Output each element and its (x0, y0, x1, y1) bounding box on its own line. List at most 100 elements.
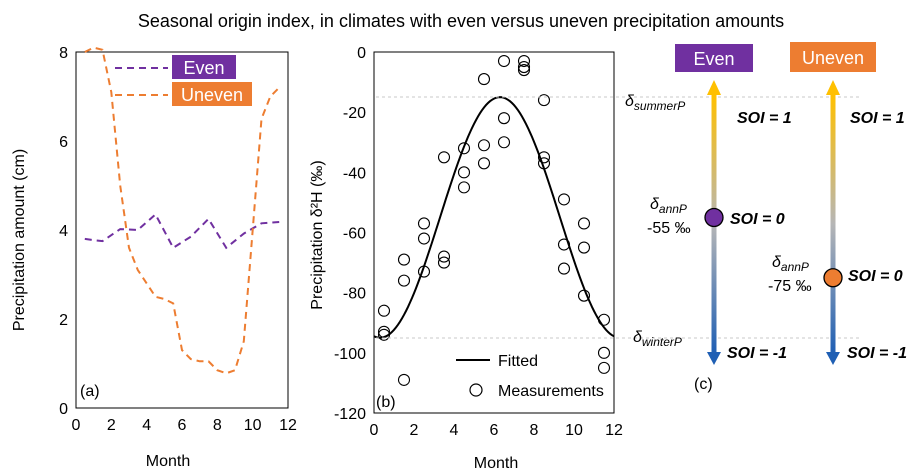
panel-b-ytick-label: -20 (343, 105, 366, 122)
measurement-point (497, 112, 511, 125)
legend-uneven-label: Uneven (181, 85, 243, 105)
panel-b-xtick-label: 10 (565, 422, 583, 439)
legend-even-label: Even (183, 58, 224, 78)
even-arrow-head-top (707, 80, 721, 95)
measurement-point (577, 217, 591, 230)
uneven-soi-top: SOI = 1 (850, 110, 905, 127)
panel-b-xlabel: Month (474, 455, 518, 469)
panel-b-xtick-label: 0 (370, 422, 379, 439)
even-soi-mid: SOI = 0 (730, 211, 785, 228)
panel-b-xtick-label: 8 (530, 422, 539, 439)
measurement-point (417, 217, 431, 230)
panel-a-ytick-label: 0 (59, 401, 68, 418)
uneven-arrow-head-top (826, 80, 840, 95)
uneven-badge-label: Uneven (802, 48, 864, 68)
measurement-point (537, 151, 551, 164)
even-annp-marker (704, 207, 724, 228)
uneven-annp-value: -75 ‰ (768, 278, 812, 295)
measurement-point (457, 142, 471, 155)
even-arrow-head-bottom (707, 352, 721, 365)
panel-a-ytick-label: 8 (59, 45, 68, 62)
legend-measurements-label: Measurements (498, 383, 604, 400)
uneven-soi-bottom: SOI = -1 (847, 345, 907, 362)
measurement-point (537, 157, 551, 170)
legend-uneven-badge (172, 82, 252, 106)
panel-b-xtick-label: 12 (605, 422, 623, 439)
measurement-point (377, 328, 391, 341)
uneven-soi-mid: SOI = 0 (848, 268, 903, 285)
panel-a-label: (a) (80, 383, 100, 400)
measurement-point (377, 325, 391, 338)
measurement-point (457, 166, 471, 179)
panel-b-frame (373, 51, 615, 414)
panel-a-axes: 0 2 4 6 8 10 12 0 2 4 6 8 (59, 45, 297, 434)
measurement-point (437, 151, 451, 164)
measurement-point (497, 136, 511, 149)
delta-summer-label: δsummerP (625, 93, 685, 113)
measurement-point (377, 304, 391, 317)
measurement-point (597, 346, 611, 359)
measurement-point (417, 265, 431, 278)
series-even-line (84, 212, 280, 250)
measurement-point (417, 232, 431, 245)
even-soi-bottom: SOI = -1 (727, 345, 787, 362)
panel-b-label: (b) (376, 394, 396, 411)
panel-b-xtick-label: 4 (450, 422, 459, 439)
panel-a-series (84, 46, 280, 375)
panel-a: 0 2 4 6 8 10 12 0 2 4 6 8 Month Precipitation amoun… (11, 45, 297, 469)
measurement-point (597, 361, 611, 374)
uneven-badge (790, 42, 876, 72)
uneven-gradient-arrow-shaft (830, 95, 836, 353)
measurement-point (437, 250, 451, 263)
panel-a-ytick-label: 2 (59, 312, 68, 329)
legend-measurement-marker (469, 383, 483, 397)
even-badge (675, 44, 753, 72)
panel-b-ytick-label: 0 (357, 45, 366, 62)
legend-fitted-label: Fitted (498, 353, 538, 370)
panel-a-ylabel: Precipitation amount (cm) (11, 149, 28, 331)
panel-b-ylabel: Precipitation δ²H (‰) (309, 160, 326, 309)
measurement-point (497, 54, 511, 68)
panel-b-ytick-label: -80 (343, 286, 366, 303)
measurement-point (437, 256, 451, 269)
measurement-point (557, 238, 571, 251)
uneven-arrow-head-bottom (826, 352, 840, 365)
measurement-point (477, 139, 491, 152)
fitted-curve (373, 96, 615, 339)
panel-b-axes: 0 2 4 6 8 10 12 0 -20 -40 -60 -80 -100 -120 (334, 45, 623, 439)
measurement-point (517, 64, 531, 77)
measurement-point (397, 253, 411, 266)
legend-even-badge (172, 55, 236, 79)
measurement-point (477, 157, 491, 170)
panel-b-series (373, 54, 615, 386)
even-annp-value: -55 ‰ (647, 220, 691, 237)
panel-b-ytick-label: -60 (343, 226, 366, 243)
panel-b-ytick-label: -100 (334, 346, 366, 363)
panel-a-ytick-label: 4 (59, 223, 68, 240)
panel-c: δsummerP δwinterP Even SOI = 1 SOI = 0 S… (376, 42, 907, 393)
panel-b-xtick-label: 6 (490, 422, 499, 439)
measurement-point (397, 274, 411, 287)
even-badge-label: Even (693, 49, 734, 69)
panel-a-xtick-label: 12 (279, 417, 297, 434)
measurement-point (517, 60, 531, 74)
measurement-point (557, 193, 571, 206)
panel-a-xtick-label: 2 (107, 417, 116, 434)
even-delta-annp-label: δannP (650, 196, 687, 216)
panel-b-ytick-label: -120 (334, 406, 366, 423)
panel-c-label: (c) (694, 376, 713, 393)
figure-title: Seasonal origin index, in climates with … (138, 11, 784, 31)
panel-a-xlabel: Month (146, 453, 190, 469)
measurement-point (397, 373, 411, 386)
panel-b-xtick-label: 2 (410, 422, 419, 439)
even-soi-top: SOI = 1 (737, 110, 792, 127)
measurement-point (537, 94, 551, 107)
series-uneven-line (84, 46, 280, 375)
panel-b: 0 2 4 6 8 10 12 0 -20 -40 -60 -80 -100 -120 Month Pre… (309, 45, 623, 469)
measurement-point (557, 262, 571, 275)
measurement-point (577, 241, 591, 254)
uneven-annp-marker (823, 268, 843, 288)
uneven-delta-annp-label: δannP (772, 254, 809, 274)
panel-a-xtick-label: 8 (213, 417, 222, 434)
